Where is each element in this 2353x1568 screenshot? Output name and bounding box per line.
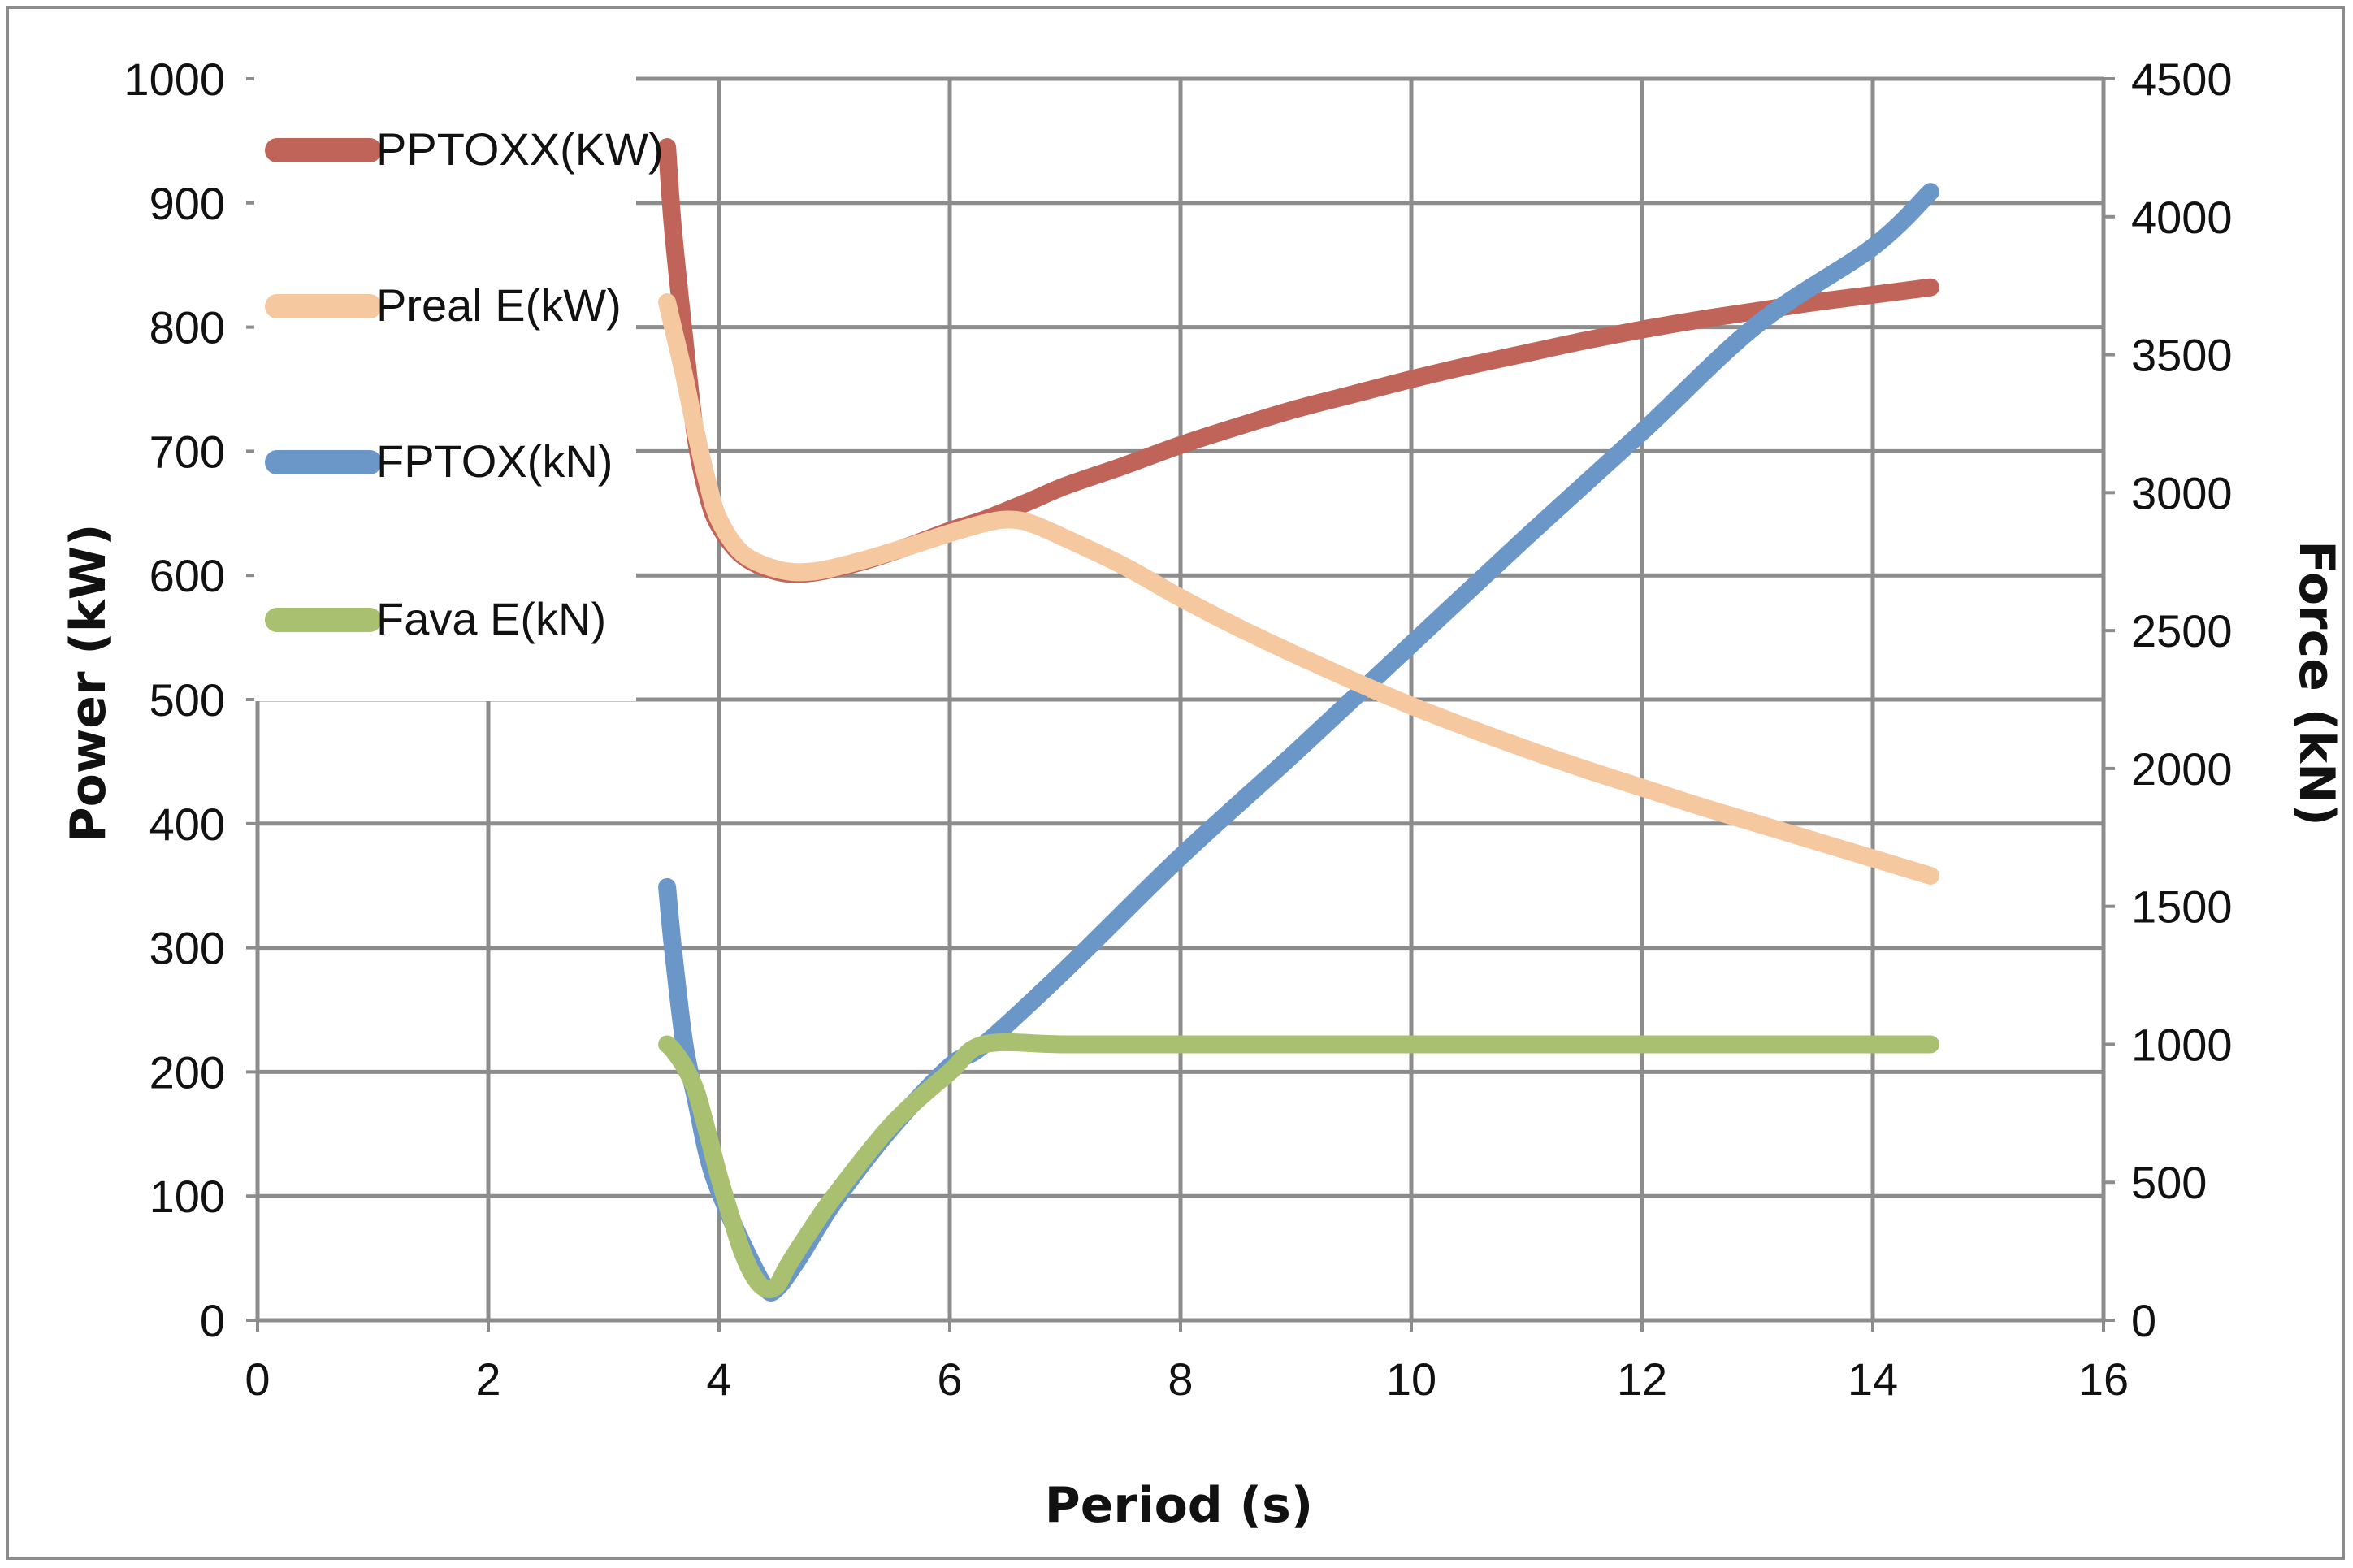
- series-fava-line: [658, 1033, 1939, 1299]
- y-axis-right-title: Force (kN): [2288, 540, 2342, 825]
- y-right-tick-label: 2500: [2131, 605, 2233, 656]
- y-right-tick-label: 0: [2131, 1295, 2156, 1346]
- x-tick-label: 10: [1386, 1354, 1436, 1405]
- y-left-tick-label: 200: [150, 1046, 225, 1098]
- y-axis-left-title: Power (kW): [60, 524, 117, 843]
- legend-label-fptox: FPTOX(kN): [376, 435, 613, 487]
- series-fptox-line: [658, 183, 1939, 1302]
- y-right-tick-label: 4500: [2131, 54, 2233, 105]
- x-tick-label: 8: [1168, 1354, 1193, 1405]
- chart-frame: 0 100 200 300 400 500 600 700 800 900 1000 0 2 4 6 8 10 1…: [6, 6, 2345, 1560]
- y-right-tick-label: 2000: [2131, 743, 2233, 795]
- y-right-tick-label: 1500: [2131, 881, 2233, 933]
- y-left-tick-label: 1000: [124, 54, 225, 105]
- x-tick-label: 12: [1617, 1354, 1667, 1405]
- y-left-tick-label: 500: [150, 674, 225, 726]
- y-left-tick-label: 700: [150, 426, 225, 477]
- legend-label-preal: Preal E(kW): [376, 279, 622, 331]
- legend-label-fava: Fava E(kN): [376, 593, 606, 644]
- y-left-tick-label: 100: [150, 1171, 225, 1222]
- y-left-tick-label: 600: [150, 550, 225, 601]
- x-tick-label: 4: [706, 1354, 731, 1405]
- legend-label-pptoxx: PPTOXX(KW): [376, 123, 664, 175]
- x-tick-label: 0: [245, 1354, 270, 1405]
- y-right-tick-label: 3000: [2131, 467, 2233, 518]
- y-left-tick-label: 400: [150, 799, 225, 850]
- chart-svg: 0 100 200 300 400 500 600 700 800 900 1000 0 2 4 6 8 10 1…: [60, 54, 2342, 1534]
- x-tick-label: 14: [1848, 1354, 1898, 1405]
- x-tick-label: 6: [937, 1354, 962, 1405]
- y-right-tick-label: 4000: [2131, 192, 2233, 243]
- x-axis-title: Period (s): [1045, 1477, 1313, 1534]
- series-layer: [658, 138, 1939, 1302]
- y-right-tick-label: 500: [2131, 1157, 2207, 1208]
- tick-layer: 0 100 200 300 400 500 600 700 800 900 1000 0 2 4 6 8 10 1…: [124, 54, 2232, 1405]
- x-tick-label: 16: [2078, 1354, 2129, 1405]
- x-tick-label: 2: [475, 1354, 500, 1405]
- y-left-tick-label: 900: [150, 178, 225, 229]
- legend-background: [254, 74, 636, 701]
- series-pptoxx-line: [658, 138, 1939, 583]
- series-preal-line: [658, 293, 1939, 885]
- y-right-tick-label: 1000: [2131, 1019, 2233, 1070]
- legend: PPTOXX(KW) Preal E(kW) FPTOX(kN) Fava E(…: [254, 74, 664, 701]
- y-right-tick-label: 3500: [2131, 330, 2233, 381]
- y-left-tick-label: 800: [150, 302, 225, 353]
- y-left-tick-label: 300: [150, 923, 225, 974]
- y-left-tick-label: 0: [200, 1295, 225, 1346]
